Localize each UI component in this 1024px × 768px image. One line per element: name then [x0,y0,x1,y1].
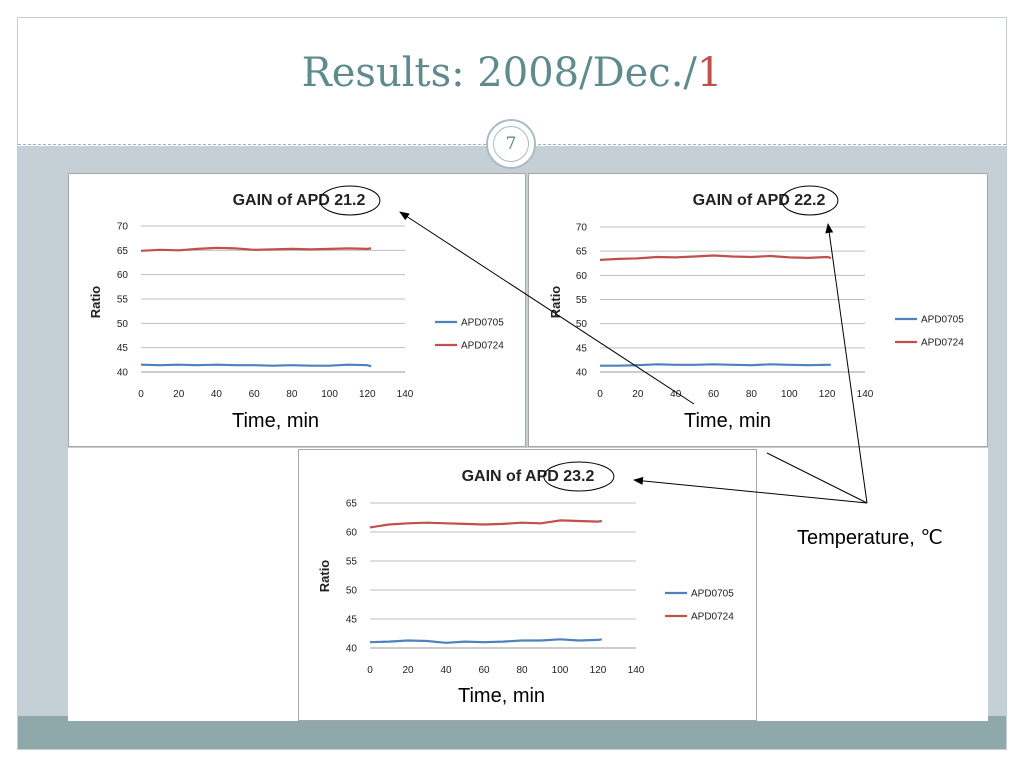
chart-1-ytick-label: 60 [117,270,129,281]
chart-3-ytick-label: 55 [346,557,358,568]
chart-3-ytick-label: 45 [346,615,358,626]
chart-3-ytick-label: 40 [346,644,358,655]
chart-1-ytick-label: 70 [117,222,129,233]
chart-1-xtick-label: 60 [249,389,261,400]
chart-2: 40 45 50 55 60 65 70 0 20 40 60 80 100 120 140 Ratio GAI… [548,185,964,400]
chart-1-series-apd0724 [140,246,372,252]
chart-3-ytick-label: 50 [346,586,358,597]
chart-2-xtick-label: 120 [819,389,836,400]
footer-band [18,716,1006,749]
chart-1-legend-label: APD0705 [461,318,504,329]
chart-2-xtick-label: 140 [857,389,874,400]
chart-1-xtick-label: 0 [138,389,144,400]
chart-2-title-value: 22.2 [794,192,825,209]
chart-1-xlabel: Time, min [232,410,320,432]
chart-1-title-value: 21.2 [334,192,365,209]
chart-1-series-apd0705 [140,363,372,368]
chart-1-ytick-label: 55 [117,295,129,306]
chart-2-legend-label: APD0724 [921,338,964,349]
chart-3-series-apd0705 [369,638,602,644]
chart-3-legend-label: APD0705 [691,589,734,600]
chart-2-title-prefix: GAIN of APD [693,192,795,209]
page-number: 7 [493,126,529,162]
chart-2-xtick-label: 60 [708,389,720,400]
chart-1: 40 45 50 55 60 65 70 0 20 40 60 80 100 120 140 Ratio GAI… [88,185,504,400]
chart-3-title-value: 23.2 [563,468,594,485]
chart-panel-3: 40 45 50 55 60 65 0 20 40 60 80 100 120 140 Ratio GAIN … [298,449,757,721]
chart-3-series-apd0724 [369,519,602,529]
chart-2-ytick-label: 70 [576,223,588,234]
chart-1-xtick-label: 100 [321,389,338,400]
chart-2-xtick-label: 100 [781,389,798,400]
chart-2-ytick-label: 45 [576,343,588,354]
chart-3-xlabel: Time, min [458,685,546,707]
chart-2-ytick-label: 65 [576,247,588,258]
chart-3-ytick-label: 60 [346,528,358,539]
chart-2-legend-label: APD0705 [921,315,964,326]
chart-1-xtick-label: 140 [397,389,414,400]
slide-title: Results: 2008/Dec./1 [0,50,1024,96]
chart-1-ytick-label: 45 [117,343,129,354]
chart-2-xtick-label: 20 [632,389,644,400]
chart-panel-2: 40 45 50 55 60 65 70 0 20 40 60 80 100 120 140 Ratio GAI… [528,173,988,447]
chart-2-xtick-label: 80 [746,389,758,400]
chart-1-value-ellipse [319,185,381,216]
chart-3-xtick-label: 60 [478,665,490,676]
page-number-badge: 7 [486,119,536,169]
chart-2-series-apd0724 [599,254,832,261]
chart-2-ytick-label: 55 [576,295,588,306]
chart-1-xtick-label: 120 [359,389,376,400]
chart-1-ytick-label: 40 [117,368,129,379]
chart-3-title: GAIN of APD 23.2 [462,468,595,485]
chart-3-xtick-label: 120 [590,665,607,676]
chart-3: 40 45 50 55 60 65 0 20 40 60 80 100 120 140 Ratio GAIN … [317,461,734,676]
chart-1-legend-label: APD0724 [461,341,504,352]
chart-1-ytick-label: 65 [117,246,129,257]
chart-2-series-apd0705 [600,363,831,367]
slide-title-accent: 1 [696,50,723,96]
chart-1-ytick-label: 50 [117,319,129,330]
chart-panel-1: 40 45 50 55 60 65 70 0 20 40 60 80 100 120 140 Ratio GAI… [68,173,526,447]
chart-2-xtick-label: 40 [670,389,682,400]
chart-3-xtick-label: 40 [440,665,452,676]
temperature-label: Temperature, ℃ [797,527,943,549]
chart-1-xtick-label: 20 [173,389,185,400]
chart-3-xtick-label: 100 [552,665,569,676]
chart-1-xtick-label: 40 [211,389,223,400]
chart-2-value-ellipse [781,185,839,216]
chart-2-xlabel: Time, min [684,410,772,432]
chart-3-xtick-label: 80 [516,665,528,676]
chart-2-ylabel: Ratio [548,286,563,319]
chart-3-xtick-label: 140 [628,665,645,676]
chart-2-ytick-label: 60 [576,271,588,282]
chart-1-title-prefix: GAIN of APD [233,192,335,209]
chart-2-ytick-label: 50 [576,319,588,330]
chart-3-xtick-label: 20 [402,665,414,676]
chart-2-xtick-label: 0 [597,389,603,400]
chart-1-xtick-label: 80 [286,389,298,400]
chart-3-value-ellipse [543,461,615,492]
chart-2-title: GAIN of APD 22.2 [693,192,826,209]
slide-title-main: Results: 2008/Dec./ [301,50,697,96]
chart-3-title-prefix: GAIN of APD [462,468,564,485]
chart-1-title: GAIN of APD 21.2 [233,192,366,209]
chart-3-xtick-label: 0 [367,665,373,676]
chart-1-ylabel: Ratio [88,286,103,319]
chart-2-ytick-label: 40 [576,368,588,379]
chart-3-ytick-label: 65 [346,499,358,510]
chart-3-ylabel: Ratio [317,560,332,593]
chart-3-legend-label: APD0724 [691,612,734,623]
